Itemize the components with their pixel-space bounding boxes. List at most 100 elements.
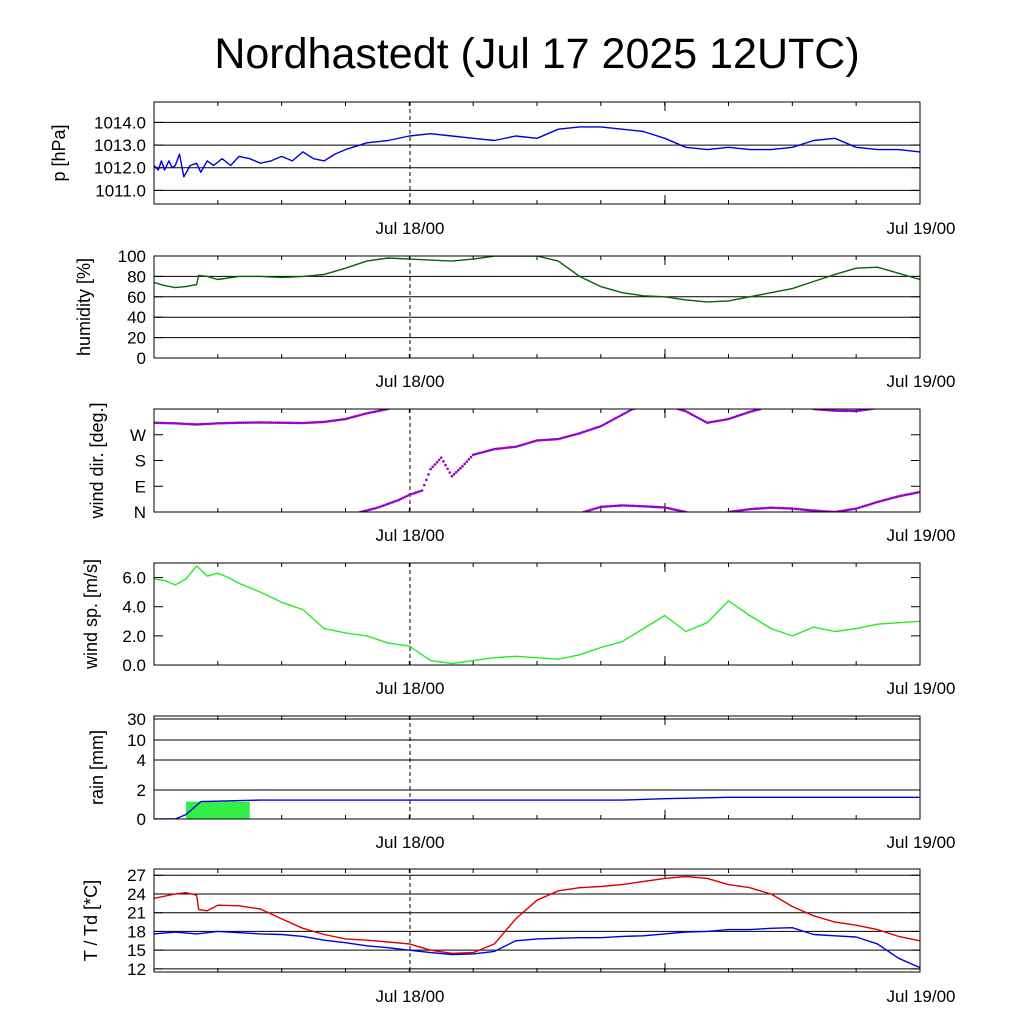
y-tick-label: 1011.0 xyxy=(95,181,146,200)
wind-dir-point xyxy=(665,506,669,510)
wind-dir-point xyxy=(699,418,703,421)
y-tick-label: N xyxy=(134,503,146,522)
wind-dir-point xyxy=(618,414,622,418)
wind-dir-point xyxy=(250,421,254,424)
wind-dir-point xyxy=(227,421,230,425)
wind-dir-point xyxy=(237,421,241,425)
wind-dir-point xyxy=(533,439,537,443)
series-line-temperature-1 xyxy=(154,927,920,969)
wind-dir-point xyxy=(750,409,754,413)
y-axis-label: wind dir. [deg.] xyxy=(87,402,107,519)
wind-dir-point xyxy=(552,438,556,441)
wind-dir-point xyxy=(769,506,773,510)
wind-dir-point xyxy=(663,506,666,509)
wind-dir-point xyxy=(618,504,622,507)
y-tick-label: 15 xyxy=(127,941,146,960)
wind-dir-point xyxy=(701,419,705,422)
wind-dir-point xyxy=(544,438,547,442)
wind-dir-point xyxy=(316,420,320,424)
wind-dir-point xyxy=(271,421,275,424)
x-tick-label: Jul 19/00 xyxy=(887,679,956,698)
wind-dir-point xyxy=(508,446,511,449)
wind-dir-point xyxy=(388,501,392,505)
wind-dir-point xyxy=(299,421,303,425)
wind-dir-point xyxy=(356,414,360,417)
wind-dir-point xyxy=(480,451,483,454)
wind-dir-point xyxy=(901,494,905,497)
wind-dir-point xyxy=(893,496,896,499)
x-tick-label: Jul 19/00 xyxy=(887,526,956,545)
wind-dir-point xyxy=(846,409,849,413)
wind-dir-point xyxy=(844,409,847,413)
wind-dir-point xyxy=(525,442,528,445)
x-tick-label: Jul 19/00 xyxy=(887,833,956,852)
wind-dir-point xyxy=(201,422,205,426)
wind-dir-point xyxy=(563,436,566,439)
wind-dir-point xyxy=(163,421,166,425)
wind-dir-point xyxy=(878,500,881,503)
wind-dir-point xyxy=(514,445,518,449)
wind-dir-point xyxy=(471,453,475,457)
wind-dir-point xyxy=(788,507,792,510)
wind-dir-point xyxy=(259,421,262,424)
wind-dir-point xyxy=(614,416,618,420)
wind-dir-point xyxy=(799,508,803,511)
wind-dir-point xyxy=(373,506,377,510)
wind-dir-point xyxy=(816,509,820,512)
wind-dir-point xyxy=(267,421,271,424)
wind-dir-point xyxy=(378,409,381,413)
wind-dir-point xyxy=(650,505,654,509)
wind-dir-point xyxy=(822,509,826,512)
y-tick-label: 4 xyxy=(137,751,146,770)
wind-dir-point xyxy=(278,421,281,425)
wind-dir-point xyxy=(308,421,311,424)
wind-dir-point xyxy=(273,421,277,424)
wind-dir-point xyxy=(756,507,760,510)
wind-dir-point xyxy=(648,505,652,508)
wind-dir-point xyxy=(903,493,907,497)
wind-dir-point xyxy=(905,493,909,496)
wind-dir-point xyxy=(622,504,626,507)
wind-dir-point xyxy=(712,420,715,423)
wind-dir-point xyxy=(863,504,866,508)
rain-bar xyxy=(185,801,250,819)
wind-dir-point xyxy=(722,418,726,422)
wind-dir-point xyxy=(210,422,213,425)
wind-dir-point xyxy=(256,421,260,424)
wind-dir-point xyxy=(731,416,735,419)
wind-dir-point xyxy=(603,505,607,508)
y-tick-label: 18 xyxy=(127,922,146,941)
wind-dir-point xyxy=(791,507,794,510)
wind-dir-point xyxy=(739,508,743,512)
wind-dir-point xyxy=(473,452,477,456)
wind-dir-point xyxy=(742,412,745,416)
y-tick-label: 2 xyxy=(137,781,146,800)
wind-dir-point xyxy=(314,421,318,424)
y-axis-label: rain [mm] xyxy=(87,730,107,805)
wind-dir-point xyxy=(578,432,581,435)
wind-dir-point xyxy=(597,506,601,509)
wind-dir-point xyxy=(395,499,398,503)
wind-dir-point xyxy=(363,509,366,512)
wind-dir-point xyxy=(674,508,677,512)
wind-dir-point xyxy=(854,409,858,413)
wind-dir-point xyxy=(863,409,866,412)
wind-dir-point xyxy=(716,419,720,423)
wind-dir-point xyxy=(376,506,379,510)
wind-dir-point xyxy=(386,502,390,506)
wind-dir-point xyxy=(820,509,824,512)
wind-dir-point xyxy=(465,460,469,463)
wind-dir-point xyxy=(329,419,332,423)
wind-dir-point xyxy=(246,421,249,424)
wind-dir-point xyxy=(301,421,305,425)
wind-dir-point xyxy=(833,409,837,413)
wind-dir-point xyxy=(582,430,586,434)
wind-dir-point xyxy=(765,506,769,510)
wind-dir-point xyxy=(835,409,839,413)
wind-dir-point xyxy=(744,411,747,415)
wind-dir-point xyxy=(782,506,786,510)
wind-dir-point xyxy=(363,412,366,416)
wind-dir-point xyxy=(771,506,775,510)
wind-dir-point xyxy=(639,504,643,508)
